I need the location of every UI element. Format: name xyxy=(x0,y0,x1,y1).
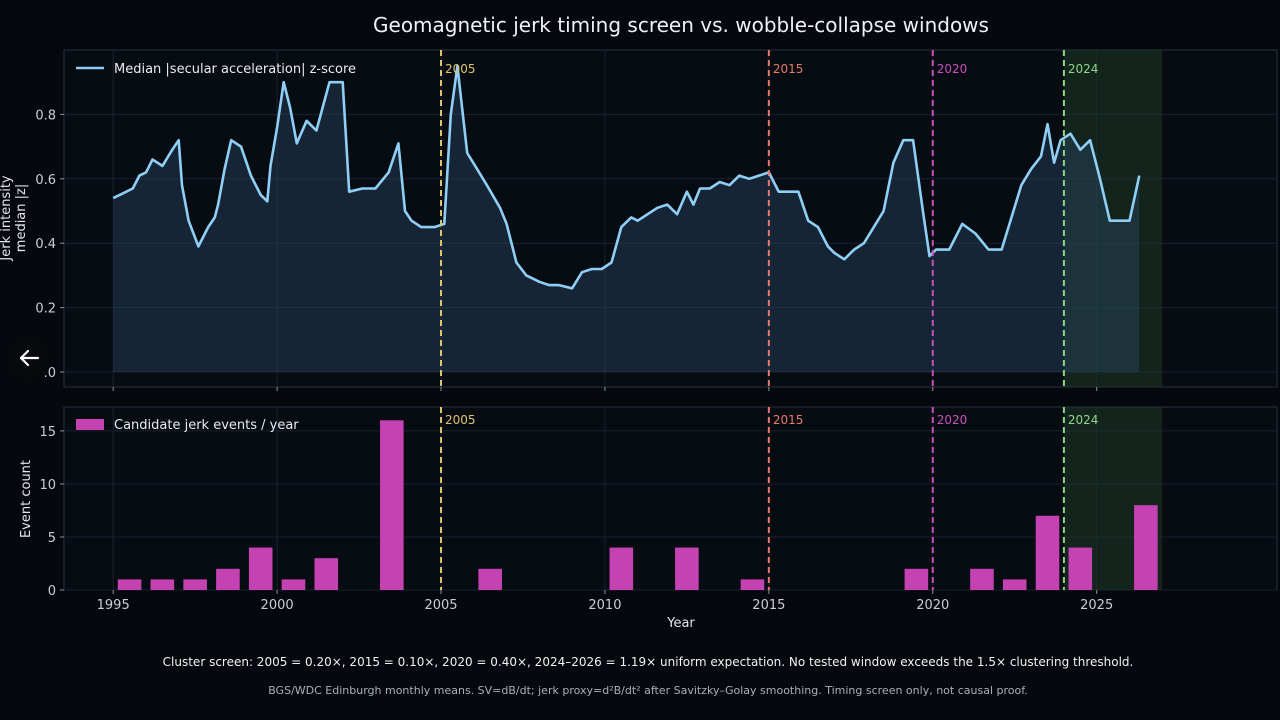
top-legend-label: Median |secular acceleration| z-score xyxy=(114,62,356,77)
top-y-axis-label-line1: Jerk intensity xyxy=(0,175,14,262)
top-markers: 2005 2015 2020 2024 xyxy=(440,50,1099,387)
bottom-y-tick-label: 15 xyxy=(39,425,56,440)
collapse-window-top xyxy=(1063,50,1163,387)
event-bar xyxy=(675,547,699,590)
event-bar xyxy=(216,568,240,590)
bottom-legend-swatch xyxy=(76,419,104,430)
event-bar xyxy=(380,420,404,590)
intensity-area xyxy=(112,64,1141,372)
event-bar xyxy=(281,579,306,590)
marker-label-top-2015: 2015 xyxy=(773,62,804,76)
chart-title: Geomagnetic jerk timing screen vs. wobbl… xyxy=(373,13,989,37)
bottom-legend-label: Candidate jerk events / year xyxy=(114,418,299,433)
x-tick-label: 1995 xyxy=(97,598,130,613)
marker-label-top-2024: 2024 xyxy=(1068,62,1099,76)
x-tick-label: 2015 xyxy=(752,598,785,613)
top-y-tick-label: 0.6 xyxy=(35,173,56,188)
event-bar xyxy=(1068,547,1093,590)
bottom-y-tick-label: 5 xyxy=(48,531,56,546)
bottom-y-ticks: 0 5 10 15 xyxy=(39,425,64,599)
bottom-y-axis-label: Event count xyxy=(19,460,34,538)
intensity-line xyxy=(112,64,1141,290)
x-tick-label: 2000 xyxy=(261,598,294,613)
marker-label-bottom-2024: 2024 xyxy=(1068,413,1099,427)
cluster-screen-caption: Cluster screen: 2005 = 0.20×, 2015 = 0.1… xyxy=(163,655,1134,669)
marker-label-bottom-2005: 2005 xyxy=(445,413,476,427)
event-bar xyxy=(314,558,339,590)
bottom-x-ticks: 1995 2000 2005 2010 2015 2020 2025 xyxy=(97,590,1113,613)
bottom-y-tick-label: 10 xyxy=(39,478,56,493)
event-bar xyxy=(740,579,765,590)
bottom-y-tick-label: 0 xyxy=(48,584,56,599)
top-legend: Median |secular acceleration| z-score xyxy=(76,62,356,77)
intensity-fill xyxy=(113,66,1140,372)
event-bar xyxy=(248,547,273,590)
arrow-left-icon xyxy=(19,349,40,367)
x-tick-label: 2025 xyxy=(1080,598,1113,613)
x-tick-label: 2005 xyxy=(424,598,457,613)
event-bar xyxy=(478,568,502,590)
event-bar xyxy=(117,579,142,590)
top-y-tick-label: 0.2 xyxy=(35,302,56,317)
marker-label-bottom-2015: 2015 xyxy=(773,413,804,427)
event-bar xyxy=(904,568,929,590)
event-bar xyxy=(1035,515,1060,590)
event-bar xyxy=(1002,579,1027,590)
collapse-window-band-top xyxy=(1063,50,1163,387)
top-y-axis-label-line2: median |z| xyxy=(14,184,29,252)
x-tick-label: 2020 xyxy=(916,598,949,613)
marker-label-bottom-2020: 2020 xyxy=(937,413,968,427)
bottom-legend: Candidate jerk events / year xyxy=(76,418,299,433)
event-bar xyxy=(183,579,207,590)
top-panel: 2005 2015 2020 2024 .00.20.40.60.8 Median |… xyxy=(0,49,1278,391)
event-bar xyxy=(609,547,634,590)
top-y-tick-label: 0.4 xyxy=(35,237,56,252)
source-note: BGS/WDC Edinburgh monthly means. SV=dB/d… xyxy=(268,684,1028,697)
bottom-markers: 2005 2015 2020 2024 xyxy=(440,407,1099,590)
marker-label-top-2020: 2020 xyxy=(937,62,968,76)
event-bar xyxy=(970,568,994,590)
event-bar xyxy=(1134,505,1158,590)
x-axis-label: Year xyxy=(666,616,695,631)
bottom-panel: 2005 2015 2020 2024 0 5 10 15 1995 2000 2005 2010… xyxy=(19,406,1278,631)
top-x-ticks xyxy=(112,387,1098,391)
x-tick-label: 2010 xyxy=(588,598,621,613)
back-button[interactable] xyxy=(7,336,51,380)
event-bars xyxy=(117,420,1158,590)
top-y-tick-label: 0.8 xyxy=(35,108,56,123)
event-bar xyxy=(150,579,175,590)
marker-label-top-2005: 2005 xyxy=(445,62,476,76)
